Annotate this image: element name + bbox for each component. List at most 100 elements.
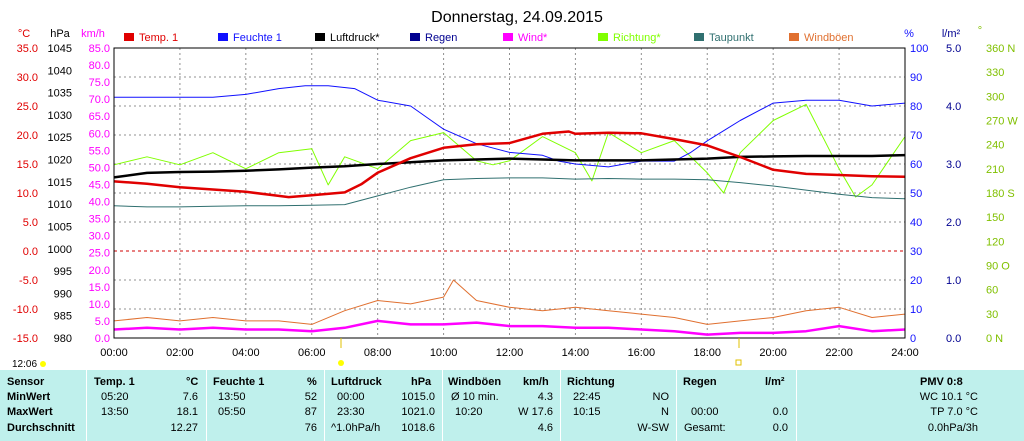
wind-tick-label: 5.0 [95, 316, 110, 328]
time-tick-label: 02:00 [166, 347, 194, 359]
humidity-tick-label: 100 [910, 43, 928, 55]
markers [338, 338, 742, 366]
weather-chart: Donnerstag, 24.09.2015 °C hPa km/h % l/m… [12, 9, 1018, 370]
direction-axis-unit: ° [978, 25, 982, 37]
header-temp-unit: °C [186, 376, 199, 388]
direction-tick-label: 150 [986, 212, 1004, 224]
header-pmv: PMV 0:8 [920, 376, 963, 388]
legend-label: Taupunkt [709, 32, 754, 44]
humidity-tick-label: 50 [910, 188, 922, 200]
wind-tick-label: 60.0 [89, 128, 110, 140]
max-rain-value: 0.0 [772, 406, 788, 418]
humidity-tick-label: 60 [910, 159, 922, 171]
series-richtung [113, 103, 906, 198]
wind-tick-label: 25.0 [89, 248, 110, 260]
legend-swatch [124, 33, 134, 41]
direction-tick-label: 270 W [986, 116, 1018, 128]
max-humidity-time: 05:50 [218, 406, 246, 418]
max-humidity-value: 87 [304, 406, 317, 418]
rain-tick-label: 2.0 [946, 217, 961, 229]
max-rain-time: 00:00 [691, 406, 719, 418]
legend-swatch [789, 33, 799, 41]
series-lines [113, 85, 906, 336]
time-tick-label: 24:00 [891, 347, 919, 359]
pressure-tick-label: 985 [54, 311, 72, 323]
pressure-tick-label: 995 [54, 266, 72, 278]
wind-tick-label: 80.0 [89, 60, 110, 72]
separator [796, 370, 797, 441]
min-pressure-time: 00:00 [337, 391, 365, 403]
header-pressure-unit: hPa [411, 376, 432, 388]
header-rain: Regen [683, 376, 717, 388]
series-temp-1 [113, 130, 906, 199]
header-humidity-unit: % [307, 376, 317, 388]
humidity-tick-label: 80 [910, 101, 922, 113]
axis-ticks: 35.0 30.0 25.0 20.0 15.0 10.0 5.0 0.0 -5.0 -10.0 -… [13, 43, 1018, 359]
sunset-marker [735, 359, 742, 366]
row-max-label: MaxWert [7, 406, 53, 418]
wind-tick-label: 30.0 [89, 231, 110, 243]
rain-tick-label: 1.0 [946, 275, 961, 287]
wind-tick-label: 20.0 [89, 265, 110, 277]
direction-tick-label: 0 N [986, 333, 1003, 345]
avg-temp-value: 12.27 [170, 422, 198, 434]
avg-gusts-value: 4.6 [537, 422, 553, 434]
direction-tick-label: 60 [986, 285, 998, 297]
time-tick-label: 04:00 [232, 347, 260, 359]
pressure-tick-label: 990 [54, 288, 72, 300]
stats-panel: Sensor Temp. 1 °C Feuchte 1 % Luftdruck … [0, 370, 1024, 441]
separator [676, 370, 677, 441]
wind-tick-label: 55.0 [89, 145, 110, 157]
separator [560, 370, 561, 441]
avg-direction-value: W-SW [637, 422, 669, 434]
pressure-tick-label: 1045 [48, 43, 72, 55]
max-pmv: TP 7.0 °C [930, 406, 978, 418]
series-feuchte-1 [114, 85, 906, 168]
wind-tick-label: 10.0 [89, 299, 110, 311]
separator [86, 370, 87, 441]
max-direction-value: N [661, 406, 669, 418]
min-gusts-value: 4.3 [537, 391, 553, 403]
legend-label: Regen [425, 32, 457, 44]
plot-frame [113, 47, 906, 339]
humidity-tick-label: 30 [910, 246, 922, 258]
series-windb-en [113, 279, 906, 325]
legend-label: Luftdruck* [330, 32, 380, 44]
header-rain-unit: l/m² [765, 376, 785, 388]
series-wind [113, 319, 906, 336]
header-pressure: Luftdruck [331, 376, 382, 388]
avg-humidity-value: 76 [304, 422, 317, 434]
header-gusts: Windböen [448, 376, 502, 388]
rain-axis-unit: l/m² [942, 28, 961, 40]
header-humidity: Feuchte 1 [213, 376, 265, 388]
wind-tick-label: 40.0 [89, 197, 110, 209]
avg-rain-label: Gesamt: [684, 422, 726, 434]
direction-tick-label: 30 [986, 309, 998, 321]
time-tick-label: 10:00 [430, 347, 458, 359]
min-humidity-value: 52 [304, 391, 317, 403]
time-tick-label: 22:00 [825, 347, 853, 359]
humidity-tick-label: 40 [910, 217, 922, 229]
time-tick-label: 00:00 [100, 347, 128, 359]
direction-tick-label: 240 [986, 140, 1004, 152]
direction-tick-label: 90 O [986, 261, 1010, 273]
min-direction-time: 22:45 [573, 391, 601, 403]
max-gusts-time: 10:20 [455, 406, 483, 418]
wind-tick-label: 70.0 [89, 94, 110, 106]
pressure-tick-label: 1010 [48, 199, 72, 211]
min-humidity-time: 13:50 [218, 391, 246, 403]
temp-tick-label: 10.0 [17, 188, 38, 200]
temp-tick-label: 15.0 [17, 159, 38, 171]
avg-pressure-value: 1018.6 [401, 422, 435, 434]
temp-axis-unit: °C [18, 28, 30, 40]
time-tick-label: 14:00 [562, 347, 590, 359]
wind-tick-label: 15.0 [89, 282, 110, 294]
legend-swatch [503, 33, 513, 41]
header-direction: Richtung [567, 376, 615, 388]
pressure-axis-unit: hPa [50, 28, 70, 40]
pressure-tick-label: 1025 [48, 132, 72, 144]
min-temp-value: 7.6 [182, 391, 198, 403]
wind-tick-label: 85.0 [89, 43, 110, 55]
temp-tick-label: -5.0 [19, 275, 38, 287]
direction-tick-label: 330 [986, 67, 1004, 79]
